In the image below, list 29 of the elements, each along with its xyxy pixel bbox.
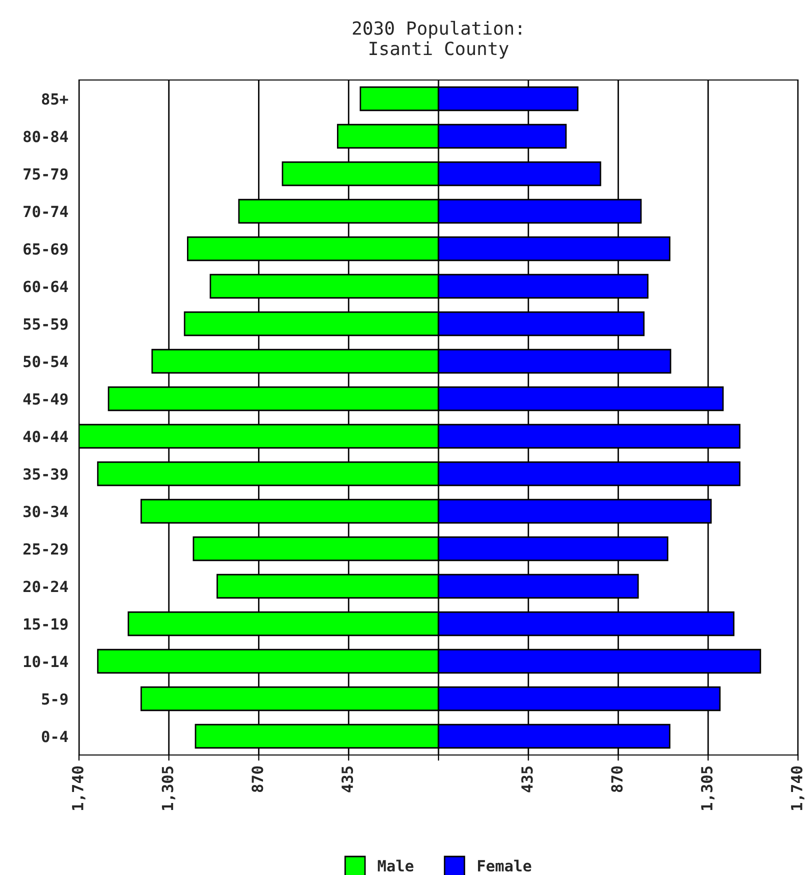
y-tick-label: 80-84 — [24, 130, 68, 142]
legend-label: Female — [478, 860, 532, 872]
y-tick-label: 0-4 — [42, 730, 68, 742]
y-tick-label: 65-69 — [24, 243, 68, 255]
x-tick-label: 870 — [611, 766, 623, 792]
y-tick-label: 10-14 — [24, 656, 68, 668]
x-tick-label: 1,740 — [72, 766, 86, 810]
y-tick-label: 50-54 — [24, 356, 68, 368]
x-tick-label: 435 — [342, 766, 354, 792]
y-tick-label: 25-29 — [23, 543, 68, 555]
y-tick-label: 70-74 — [24, 206, 68, 218]
y-tick-label: 75-79 — [24, 168, 68, 180]
y-tick-label: 20-24 — [23, 580, 68, 592]
y-tick-label: 55-59 — [24, 318, 68, 330]
y-tick-label: 35-39 — [24, 468, 68, 480]
x-tick-label: 435 — [521, 766, 533, 792]
y-tick-label: 60-64 — [24, 280, 68, 292]
chart-title: 2030 Population: Isanti County — [352, 20, 522, 59]
y-tick-label: 45-49 — [23, 393, 68, 405]
y-tick-label: 85+ — [42, 93, 68, 105]
y-tick-label: 5-9 — [42, 693, 68, 705]
x-tick-label: 1,305 — [162, 766, 176, 810]
y-tick-label: 30-34 — [24, 506, 68, 518]
x-tick-label: 1,740 — [790, 766, 804, 810]
x-tick-label: 1,305 — [701, 766, 714, 810]
x-tick-label: 870 — [252, 766, 264, 792]
y-tick-label: 15-19 — [24, 618, 68, 630]
legend-label: Male — [378, 860, 414, 872]
y-tick-label: 40-44 — [23, 430, 68, 442]
